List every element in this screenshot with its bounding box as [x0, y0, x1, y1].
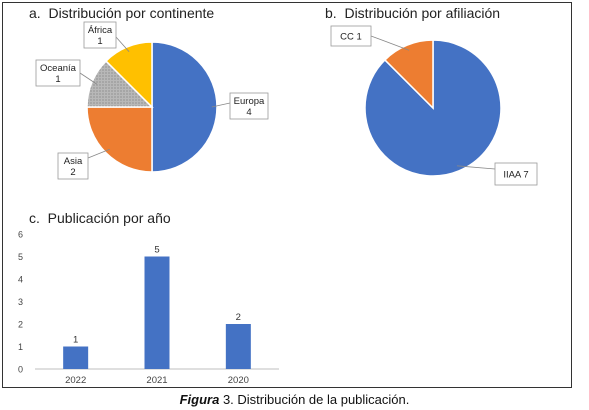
leader-line [211, 102, 231, 108]
x-tick-label: 2020 [228, 375, 249, 386]
x-tick-label: 2022 [65, 375, 86, 386]
chart-c-bars: 0 1 2 3 4 5 6 1 2022 5 2021 2 2020 [18, 230, 279, 386]
chart-b-pie: IIAA 7 CC 1 [330, 25, 538, 186]
data-label: CC 1 [340, 32, 362, 43]
data-label-name: Europa [234, 96, 265, 107]
data-label-box [330, 25, 372, 47]
data-label: IIAA 7 [503, 170, 528, 181]
bar-value-label: 1 [73, 335, 78, 346]
leader-line [115, 36, 130, 53]
data-label-box [57, 152, 89, 180]
leader-line [370, 35, 410, 51]
data-label-box [83, 21, 117, 49]
y-tick-label: 4 [18, 275, 23, 285]
bar-value-label: 2 [236, 312, 241, 323]
y-tick-label: 0 [18, 365, 23, 375]
data-label-value: 2 [70, 167, 75, 178]
pie-slice-iiaa [364, 39, 502, 177]
pie-slice-asia [86, 106, 153, 173]
figure-caption: Figura 3. Distribución de la publicación… [0, 392, 589, 407]
pie-slice-áfrica [104, 41, 153, 109]
y-tick-label: 3 [18, 297, 23, 307]
y-tick-label: 2 [18, 320, 23, 330]
chart-a-title: a. Distribución por continente [29, 5, 214, 21]
data-label-box [494, 162, 538, 186]
y-tick-label: 1 [18, 342, 23, 352]
data-label-box [35, 59, 81, 87]
data-label-value: 1 [55, 74, 60, 85]
caption-text: 3. Distribución de la publicación. [219, 392, 410, 407]
leader-line [79, 72, 97, 85]
data-label-value: 1 [97, 36, 102, 47]
bar-2022 [63, 346, 89, 369]
leader-line [87, 148, 110, 159]
bar-2021 [144, 256, 170, 369]
data-label-box [229, 92, 269, 120]
data-label-value: 4 [246, 107, 251, 118]
y-tick-label: 6 [18, 230, 23, 240]
figure-frame: a. Distribución por continente Europa 4 As… [2, 2, 572, 388]
data-label-name: África [88, 25, 113, 36]
caption-bold: Figura [179, 392, 220, 407]
bar-value-label: 5 [154, 245, 159, 256]
x-tick-label: 2021 [146, 375, 167, 386]
chart-b-title: b. Distribución por afiliación [325, 5, 500, 21]
data-label-name: Oceanía [40, 63, 77, 74]
chart-c-title: c. Publicación por año [29, 210, 171, 226]
y-tick-label: 5 [18, 252, 23, 262]
pie-slice-europa [151, 41, 218, 173]
leader-line [456, 165, 496, 170]
pie-slice-cc [383, 39, 434, 110]
data-label-name: Asia [64, 156, 83, 167]
figure-charts: a. Distribución por continente Europa4As… [18, 5, 538, 386]
bar-2020 [225, 324, 251, 369]
